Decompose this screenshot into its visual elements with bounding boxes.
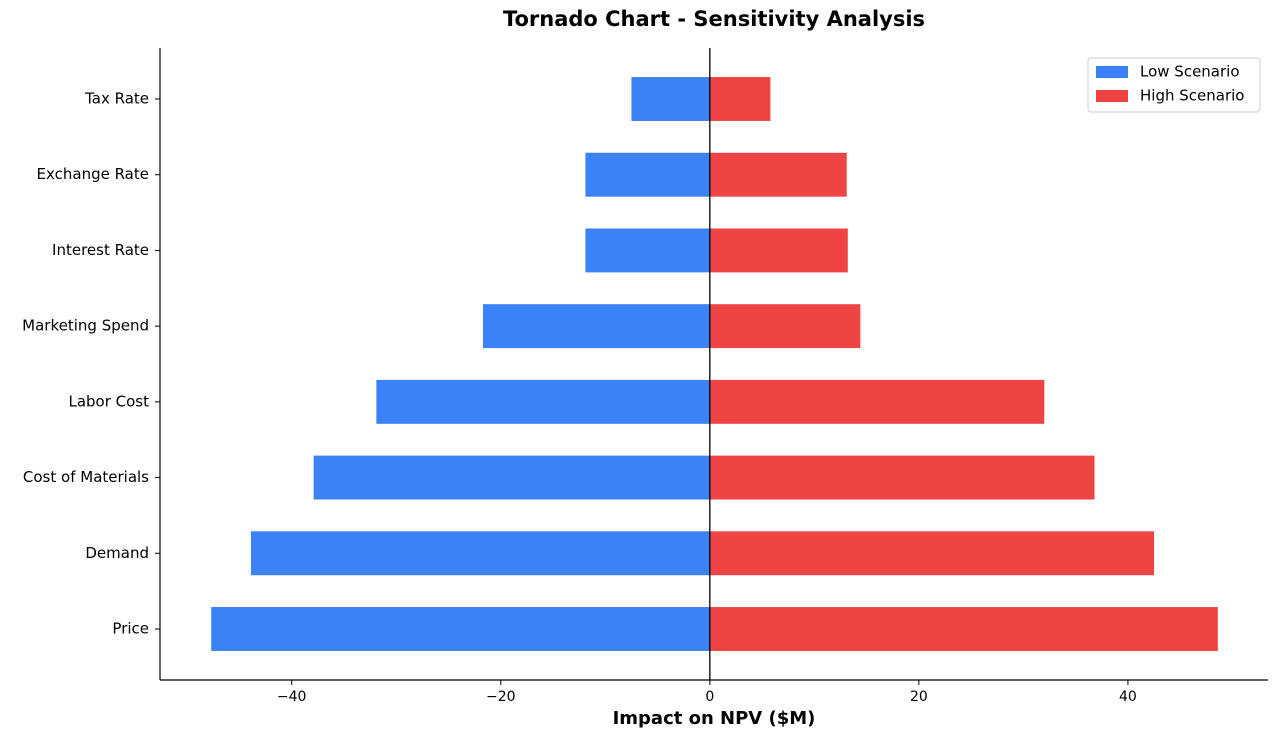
legend-box [1087, 57, 1261, 113]
x-tick-label: −20 [486, 689, 516, 705]
x-tick-label: 0 [705, 689, 714, 705]
bar [250, 531, 710, 576]
bar [709, 304, 861, 349]
legend-label: High Scenario [1140, 87, 1244, 105]
y-tick-label: Tax Rate [84, 90, 149, 108]
bar [709, 152, 847, 197]
legend-label: Low Scenario [1140, 63, 1240, 81]
bar [313, 455, 710, 500]
y-tick-label: Interest Rate [52, 241, 149, 259]
legend-swatch [1096, 66, 1128, 78]
bar [709, 531, 1155, 576]
y-tick-label: Cost of Materials [23, 468, 149, 486]
bar [709, 77, 771, 121]
x-tick-label: 40 [1119, 689, 1137, 705]
bar [376, 379, 710, 424]
y-tick-label: Marketing Spend [22, 317, 149, 335]
bar [631, 77, 710, 121]
x-axis-label: Impact on NPV ($M) [613, 708, 816, 729]
y-tick-label: Demand [85, 544, 149, 562]
legend-swatch [1096, 90, 1128, 102]
bar [709, 228, 848, 273]
y-tick-label: Labor Cost [68, 392, 149, 410]
bar [709, 455, 1095, 500]
bar [211, 607, 710, 651]
y-tick-label: Exchange Rate [37, 165, 149, 183]
x-tick-label: −40 [277, 689, 307, 705]
bar [585, 228, 710, 273]
bar [709, 607, 1218, 651]
chart-title: Tornado Chart - Sensitivity Analysis [503, 7, 925, 31]
bar [482, 304, 710, 349]
x-tick-label: 20 [910, 689, 928, 705]
bar [709, 379, 1045, 424]
bar [585, 152, 710, 197]
y-tick-label: Price [112, 620, 149, 638]
